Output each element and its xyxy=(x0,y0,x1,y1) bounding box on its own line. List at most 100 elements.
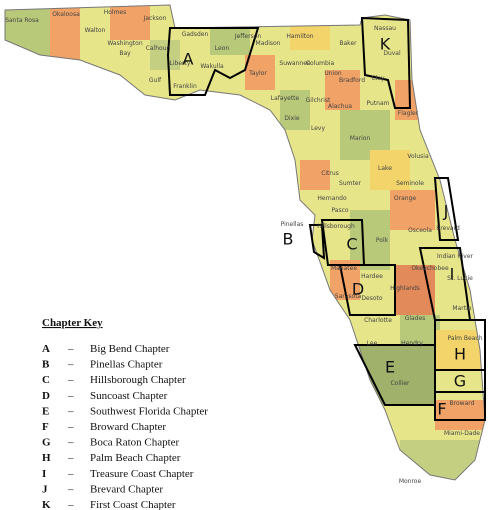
county-label: Sumter xyxy=(339,180,362,187)
county-label: Santa Rosa xyxy=(5,17,39,24)
chapter-letter: D xyxy=(352,280,364,299)
chapter-letter: K xyxy=(380,35,391,54)
key-dash: – xyxy=(67,390,74,402)
key-letter: K xyxy=(42,499,51,510)
county-label: Jefferson xyxy=(234,33,262,40)
key-letter: I xyxy=(42,468,46,480)
county-label: Dixie xyxy=(284,115,300,122)
county-label: Levy xyxy=(311,125,325,132)
key-name: Hillsborough Chapter xyxy=(90,374,186,386)
key-dash: – xyxy=(67,468,74,480)
key-letter: J xyxy=(42,483,48,495)
key-title: Chapter Key xyxy=(42,317,103,329)
county-label: Broward xyxy=(450,400,475,407)
county-label: Union xyxy=(324,70,342,77)
key-letter: G xyxy=(42,437,51,449)
county-label: Columbia xyxy=(306,60,335,67)
county-label: Bay xyxy=(119,50,131,57)
county-label: Leon xyxy=(215,45,230,52)
key-name: Pinellas Chapter xyxy=(90,359,163,371)
county-label: Gilchrist xyxy=(306,97,331,104)
county-label: Monroe xyxy=(399,478,422,485)
chapter-key: Chapter Key A – Big Bend Chapter B – Pinellas… xyxy=(42,317,208,510)
county-label: Calhoun xyxy=(146,45,171,52)
county-label: Liberty xyxy=(170,60,191,67)
key-letter: E xyxy=(42,405,49,417)
county-label: Okeechobee xyxy=(411,265,449,272)
chapter-letters: A B C D E FGH I J K xyxy=(183,35,467,419)
county-label: Brevard xyxy=(436,225,460,232)
county-label: Lake xyxy=(378,165,392,172)
key-name: Southwest Florida Chapter xyxy=(90,405,208,417)
county-label: Jackson xyxy=(143,15,167,22)
county-label: Alachua xyxy=(328,103,352,110)
county-label: Franklin xyxy=(173,83,197,90)
key-dash: – xyxy=(67,437,74,449)
key-dash: – xyxy=(67,374,74,386)
county-label: Walton xyxy=(85,27,106,34)
county-label: Wakulla xyxy=(200,63,224,70)
key-dash: – xyxy=(67,359,74,371)
chapter-letter: H xyxy=(454,345,466,364)
state-outline xyxy=(4,4,486,481)
key-dash: – xyxy=(67,452,74,464)
county-label: Palm Beach xyxy=(447,335,482,342)
key-letter: D xyxy=(42,390,50,402)
county-label: Volusia xyxy=(407,153,429,160)
county-label: Hendry xyxy=(401,340,423,347)
county-label: Desoto xyxy=(361,295,382,302)
key-name: Suncoast Chapter xyxy=(90,390,168,402)
key-name: Treasure Coast Chapter xyxy=(90,468,194,480)
key-name: Boca Raton Chapter xyxy=(90,437,180,449)
key-name: Palm Beach Chapter xyxy=(90,452,181,464)
county-label: Marion xyxy=(350,135,371,142)
county-label: Seminole xyxy=(396,180,424,187)
chapter-letter: I xyxy=(450,265,455,284)
county-labels: Santa Rosa Okaloosa Walton Holmes Jackson Was… xyxy=(5,9,483,485)
key-letter: C xyxy=(42,374,50,386)
county-label: Flagler xyxy=(398,110,419,117)
county-label: Pinellas xyxy=(281,221,304,228)
county-label: Indian River xyxy=(437,253,474,260)
county-label: Bradford xyxy=(339,77,365,84)
county-label: Taylor xyxy=(248,70,267,77)
county-label: Gulf xyxy=(149,77,162,84)
county-label: Putnam xyxy=(367,100,390,107)
key-letter: H xyxy=(42,452,51,464)
county-label: Sarasota xyxy=(335,293,362,300)
chapter-letter: A xyxy=(183,50,194,69)
key-letter: A xyxy=(42,343,50,355)
county-label: Osceola xyxy=(408,227,432,234)
county-label: St. Lucie xyxy=(447,275,473,282)
county-label: Hernando xyxy=(317,195,347,202)
county-label: Hillsborough xyxy=(317,223,355,230)
county-label: Highlands xyxy=(390,285,420,292)
county-label: Lafayette xyxy=(271,95,300,102)
key-name: First Coast Chapter xyxy=(90,499,176,510)
chapter-letter: F xyxy=(437,400,446,419)
county-label: Hamilton xyxy=(286,33,313,40)
chapter-borders xyxy=(166,16,486,421)
key-name: Big Bend Chapter xyxy=(90,343,170,355)
county-label: Nassau xyxy=(374,25,396,32)
county-label: Washington xyxy=(107,40,142,47)
county-label: Charlotte xyxy=(364,317,392,324)
county-label: Orange xyxy=(394,195,416,202)
county-label: Martin xyxy=(452,305,471,312)
chapter-letter: B xyxy=(283,230,294,249)
key-dash: – xyxy=(67,421,74,433)
county-label: Lee xyxy=(367,340,378,347)
county-label: Hardee xyxy=(361,273,383,280)
county-label: Okaloosa xyxy=(52,11,80,18)
key-name: Broward Chapter xyxy=(90,421,166,433)
key-dash: – xyxy=(67,483,74,495)
chapter-letter: G xyxy=(454,372,466,391)
key-name: Brevard Chapter xyxy=(90,483,163,495)
county-label: Glades xyxy=(405,315,426,322)
key-letter: B xyxy=(42,359,50,371)
key-dash: – xyxy=(67,499,74,510)
county-label: Clay xyxy=(371,75,385,82)
county-label: Suwannee xyxy=(279,60,310,67)
county-label: Pasco xyxy=(331,207,348,214)
